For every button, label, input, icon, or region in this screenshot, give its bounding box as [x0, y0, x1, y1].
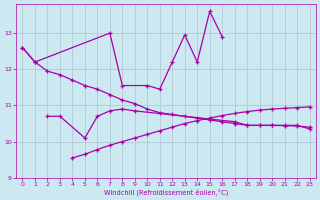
X-axis label: Windchill (Refroidissement éolien,°C): Windchill (Refroidissement éolien,°C) [104, 188, 228, 196]
